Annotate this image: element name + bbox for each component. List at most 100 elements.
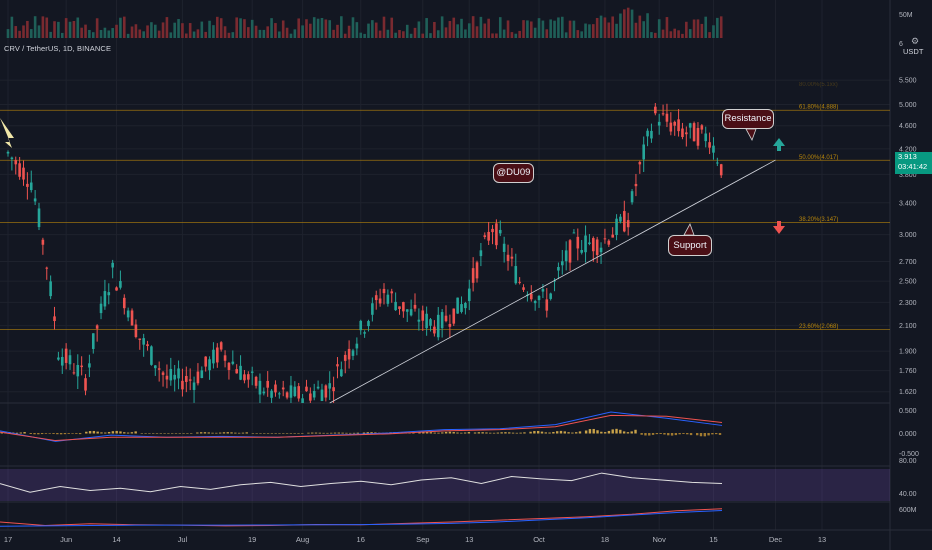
candle-body xyxy=(301,398,304,403)
volume-bar xyxy=(378,30,382,38)
candle-body xyxy=(208,359,211,371)
volume-bar xyxy=(111,28,114,38)
candle-body xyxy=(522,287,525,290)
macd-histogram-bar xyxy=(37,433,40,435)
resistance-pointer xyxy=(745,128,757,141)
time-tick-label: 18 xyxy=(601,535,609,544)
macd-histogram-bar xyxy=(289,433,293,434)
gear-icon[interactable]: ⚙ xyxy=(911,36,920,46)
macd-histogram-bar xyxy=(508,432,511,434)
macd-histogram-bar xyxy=(489,432,492,434)
time-tick-label: 15 xyxy=(709,535,717,544)
macd-histogram-bar xyxy=(648,433,651,436)
volume-bar xyxy=(460,18,463,38)
volume-bar xyxy=(394,32,397,38)
macd-histogram-bar xyxy=(600,431,603,434)
candle-body xyxy=(99,303,103,314)
rsi-tick-label: 40.00 xyxy=(899,491,917,498)
macd-histogram-bar xyxy=(496,432,500,434)
macd-histogram-bar xyxy=(711,433,714,435)
macd-histogram-bar xyxy=(504,432,507,434)
macd-histogram-bar xyxy=(107,431,111,434)
macd-histogram-bar xyxy=(341,432,344,434)
macd-histogram-bar xyxy=(345,432,348,434)
currency-label: USDT xyxy=(903,47,924,56)
price-axis[interactable]: 5.500 5.000 4.600 4.200 3.800 3.400 3.000 2.700… xyxy=(899,12,917,396)
candle-body xyxy=(464,302,467,309)
volume-bar xyxy=(444,27,448,38)
time-axis[interactable]: 17 Jun 14 Jul 19 Aug 16 Sep 13 Oct 18 Nov 15 Dec 13 xyxy=(4,535,826,544)
macd-histogram-bar xyxy=(215,432,218,434)
markers xyxy=(0,118,785,236)
countdown-timer: 03:41:42 xyxy=(898,162,928,171)
rsi-line xyxy=(0,472,723,493)
candle-body xyxy=(95,325,99,329)
volume-bar xyxy=(270,18,273,38)
candle-body xyxy=(405,309,409,312)
volume-bar xyxy=(343,33,347,38)
macd-histogram-bar xyxy=(418,432,421,434)
volume-bar xyxy=(599,15,603,38)
candle-body xyxy=(29,182,33,191)
macd-histogram-bar xyxy=(362,432,366,434)
candle-body xyxy=(49,281,52,297)
volume-bar xyxy=(239,18,242,38)
volume-bar xyxy=(588,24,591,38)
volume-bar xyxy=(208,20,211,38)
candle-body xyxy=(181,380,184,390)
candle-body xyxy=(681,128,684,138)
volume-bar xyxy=(433,21,436,38)
candle-body xyxy=(328,383,332,389)
macd-histogram-bar xyxy=(251,433,255,434)
volume-bar xyxy=(278,31,281,38)
volume-bar xyxy=(510,32,514,38)
macd-histogram-bar xyxy=(619,429,622,434)
macd-histogram-bar xyxy=(337,432,341,434)
candle-body xyxy=(390,291,394,294)
macd-histogram-bar xyxy=(374,432,377,434)
volume-bar xyxy=(18,30,21,38)
candle-body xyxy=(103,291,107,307)
volume-bar xyxy=(223,26,227,38)
macd-histogram-bar xyxy=(356,432,360,434)
lower-tick-label: 600M xyxy=(899,507,917,514)
green-up-arrow-icon xyxy=(773,138,785,151)
volume-bar xyxy=(491,33,494,38)
volume-bar xyxy=(502,29,506,38)
macd-histogram-bar xyxy=(207,432,210,434)
macd-histogram-bar xyxy=(611,429,614,434)
candle-body xyxy=(367,321,370,327)
candle-body xyxy=(285,392,289,398)
macd-line xyxy=(0,414,723,442)
volume-bar xyxy=(76,17,80,38)
lower-indicator-line xyxy=(0,509,723,527)
candle-body xyxy=(359,320,363,331)
macd-histogram-bar xyxy=(544,432,547,434)
candle-body xyxy=(243,374,246,381)
price-tick-label: 2.700 xyxy=(899,259,917,266)
trendline[interactable] xyxy=(329,159,776,404)
candle-body xyxy=(661,113,665,115)
volume-bar xyxy=(181,23,184,38)
volume-bar xyxy=(626,7,630,38)
macd-histogram-bar xyxy=(523,432,526,434)
macd-histogram-bar xyxy=(230,432,233,434)
candle-body xyxy=(382,288,386,294)
macd-histogram-bar xyxy=(167,433,170,434)
price-tick-label: 3.800 xyxy=(899,172,917,179)
macd-histogram-bar xyxy=(330,432,333,434)
candle-body xyxy=(646,130,649,137)
candle-body xyxy=(347,348,351,360)
candle-body xyxy=(297,386,301,399)
macd-histogram-bar xyxy=(448,431,452,434)
candle-body xyxy=(545,299,549,311)
symbol-header: CRV / TetherUS, 1D, BINANCE xyxy=(4,44,112,53)
macd-histogram-bar xyxy=(19,432,22,434)
volume-bar xyxy=(274,23,277,38)
candle-body xyxy=(316,386,320,389)
candle-body xyxy=(80,365,83,368)
candle-body xyxy=(320,389,324,402)
candle-body xyxy=(677,119,680,132)
volume-bar xyxy=(595,17,599,38)
